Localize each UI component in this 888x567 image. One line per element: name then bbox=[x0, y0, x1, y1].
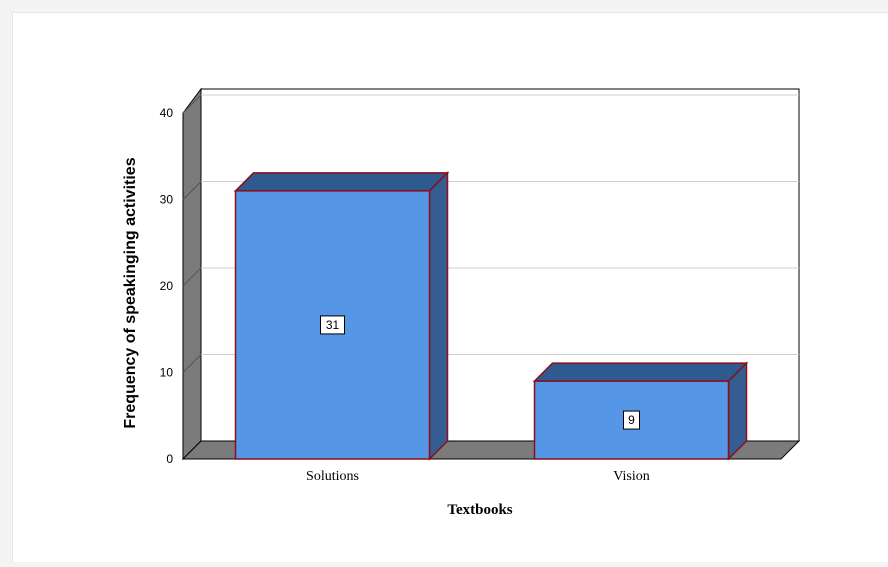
y-tick-label: 10 bbox=[160, 366, 174, 380]
y-tick-label: 30 bbox=[160, 193, 174, 207]
data-label: 31 bbox=[326, 318, 340, 332]
y-axis: 0 10 20 30 40 bbox=[160, 106, 174, 466]
bar-solutions: 31 bbox=[233, 171, 450, 461]
bar-top-face bbox=[532, 362, 749, 382]
x-axis-title: Textbooks bbox=[447, 502, 512, 518]
gridline-wall bbox=[182, 354, 202, 373]
gridline-wall bbox=[182, 94, 202, 114]
chart-panel: 0 10 20 30 40 31 9 Solutions Vision Frequency … bbox=[12, 12, 888, 562]
y-tick-label: 0 bbox=[166, 452, 173, 466]
bar-top-face bbox=[233, 172, 450, 192]
bar-chart: 0 10 20 30 40 31 9 Solutions Vision Frequency … bbox=[122, 87, 801, 518]
chart-left-wall bbox=[182, 87, 202, 461]
x-tick-label: Vision bbox=[613, 469, 650, 484]
x-axis: Solutions Vision bbox=[306, 469, 650, 484]
data-label: 9 bbox=[628, 413, 635, 427]
y-tick-label: 40 bbox=[160, 106, 174, 120]
bar-side-face bbox=[428, 171, 449, 461]
gridline-wall bbox=[182, 181, 202, 200]
y-axis-title: Frequency of speakinging activities bbox=[122, 157, 139, 428]
data-label-box bbox=[623, 410, 640, 430]
bars: 31 9 bbox=[233, 171, 749, 461]
x-tick-label: Solutions bbox=[306, 469, 359, 484]
y-tick-label: 20 bbox=[160, 279, 174, 293]
gridline-wall bbox=[182, 267, 202, 287]
bar-vision: 9 bbox=[532, 361, 749, 461]
data-label-box bbox=[320, 315, 345, 335]
bar-side-face bbox=[727, 361, 748, 461]
